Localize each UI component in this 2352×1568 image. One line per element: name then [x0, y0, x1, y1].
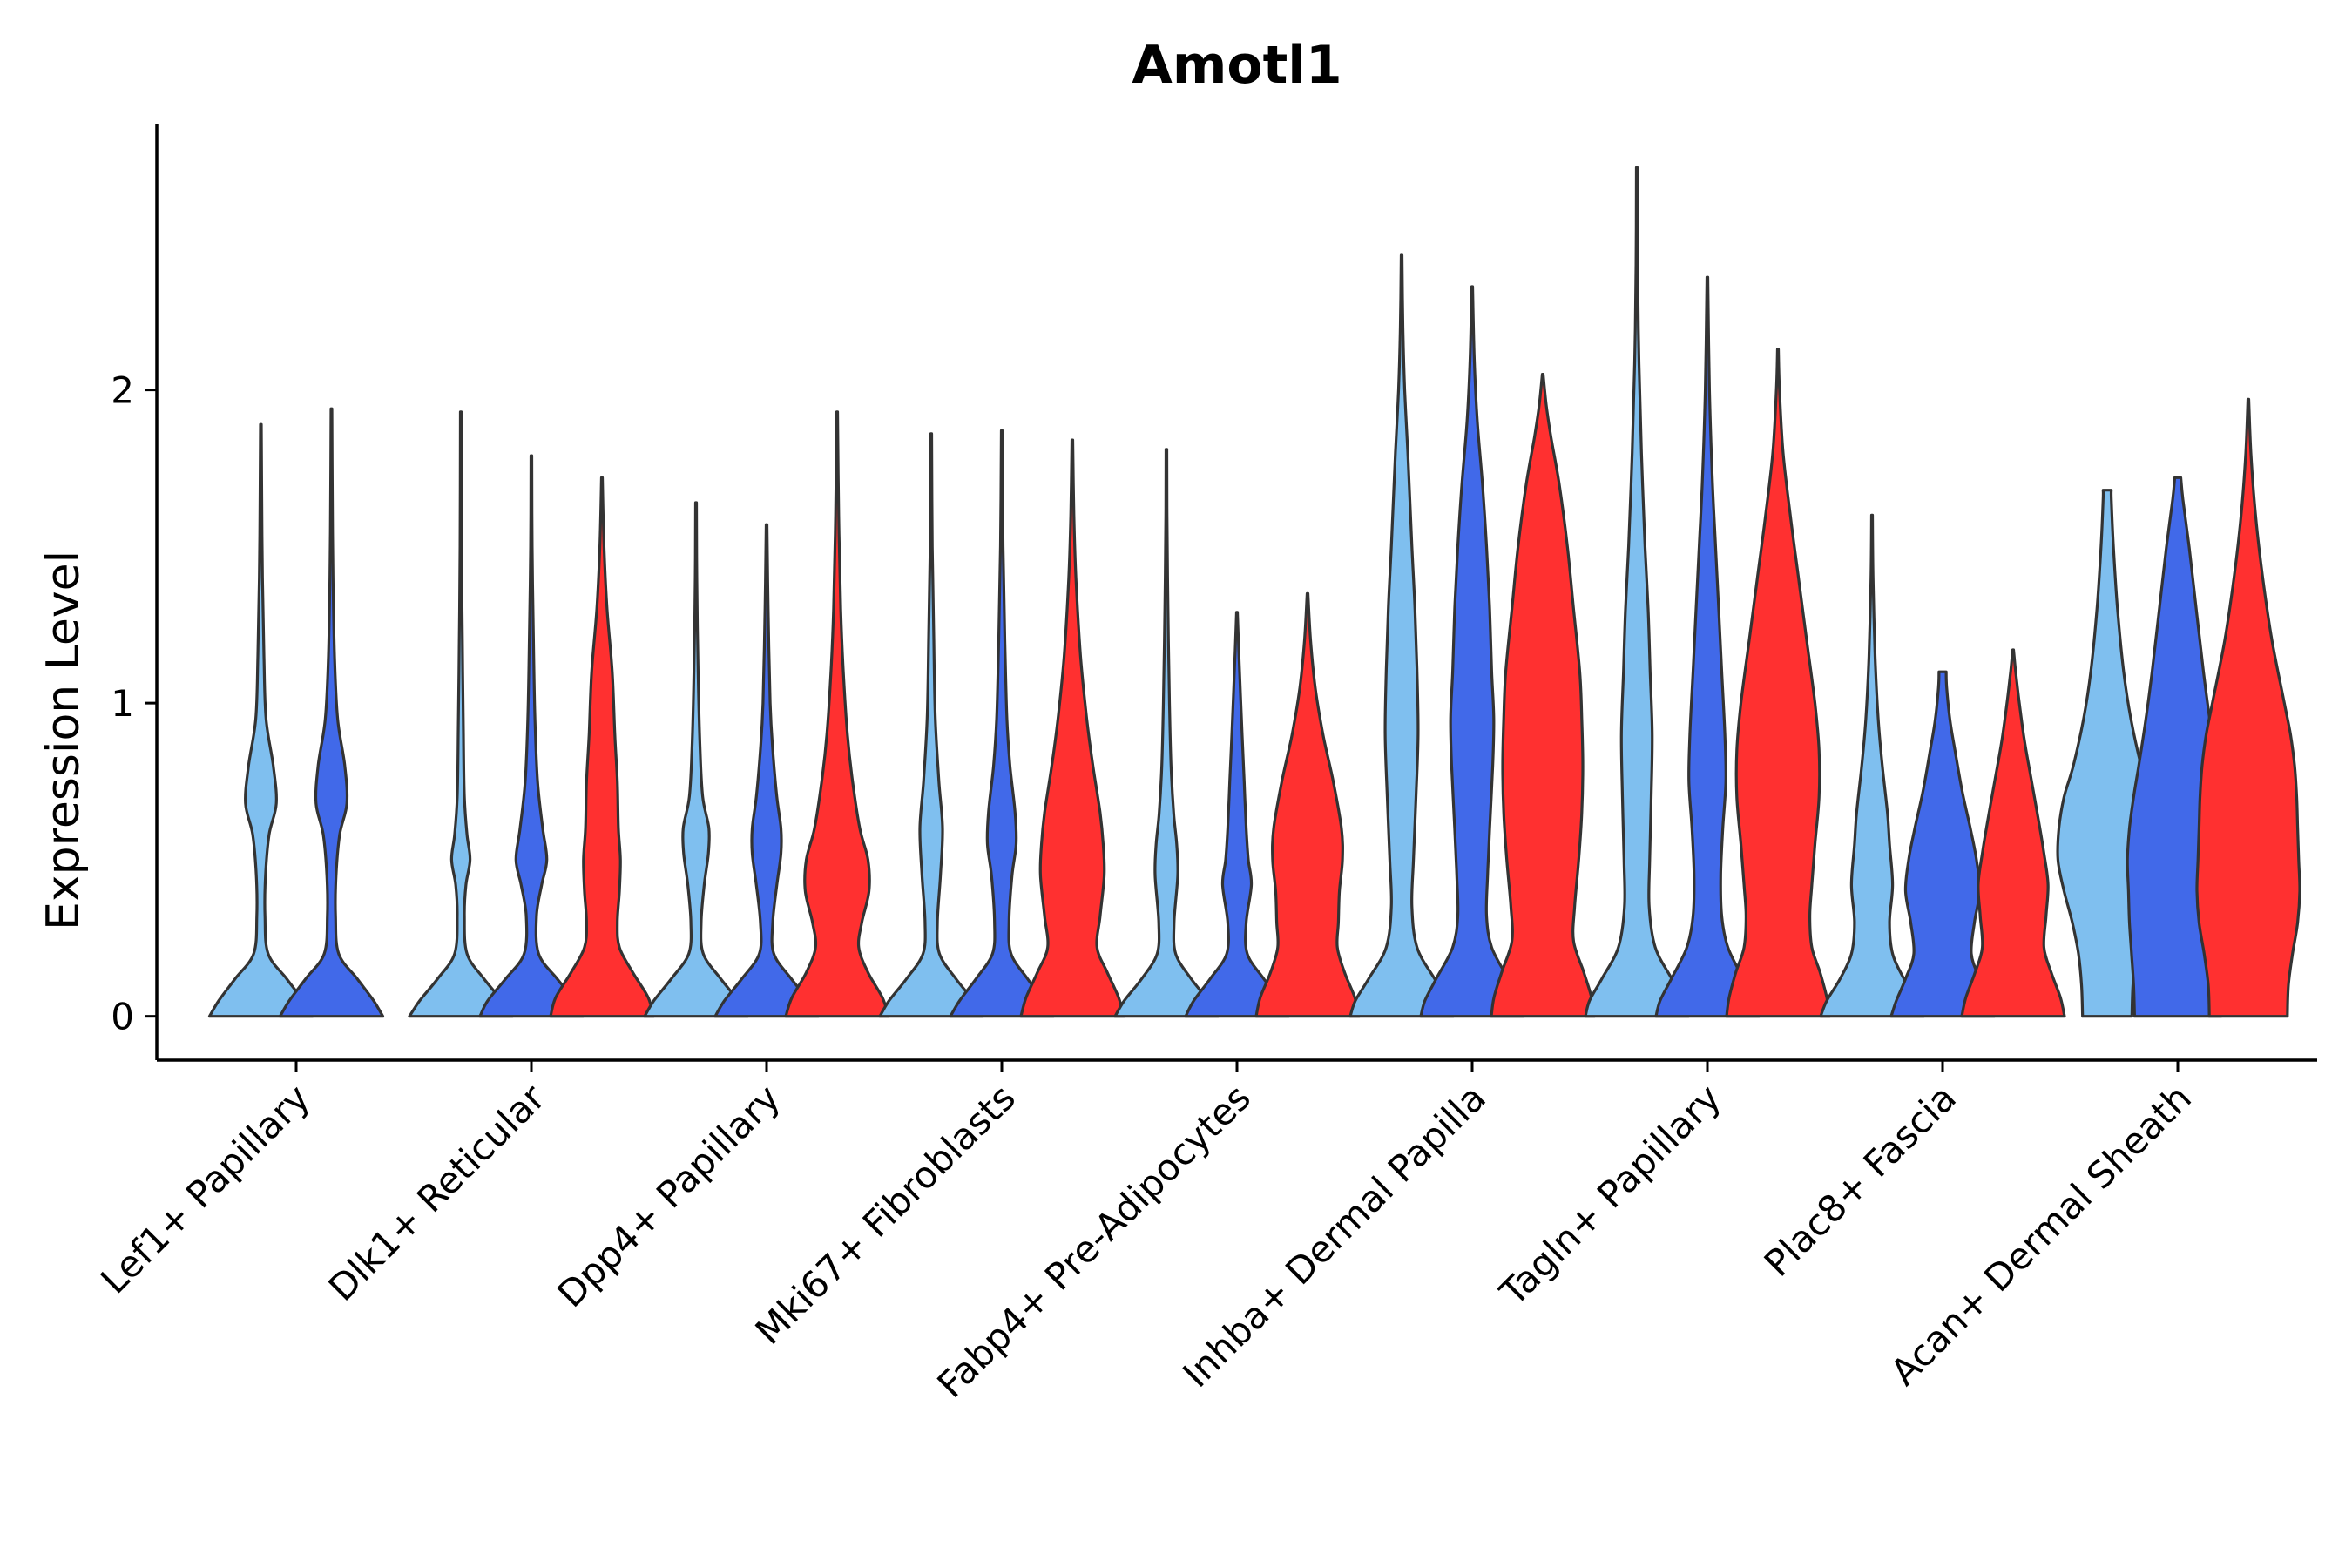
- y-axis-label: Expression Level: [37, 551, 90, 930]
- violin-group1: [1113, 448, 1220, 1018]
- x-tick-label: Dlk1+ Reticular: [321, 1076, 554, 1309]
- violin-layer: [207, 166, 2301, 1018]
- violin-group3: [1960, 648, 2066, 1018]
- violin-group2: [949, 429, 1055, 1018]
- violin-group3: [1490, 373, 1596, 1018]
- x-tick-label: Tagln+ Papillary: [1491, 1076, 1729, 1314]
- violin-group3: [549, 476, 655, 1018]
- y-tick-label: 0: [111, 996, 134, 1038]
- violin-group1: [1348, 253, 1455, 1018]
- violin-group2: [713, 523, 820, 1018]
- y-tick-label: 2: [111, 369, 134, 412]
- x-tick-label: Dpp4+ Papillary: [549, 1076, 788, 1315]
- violin-group1: [1819, 513, 1925, 1018]
- x-tick-label: Plac8+ Fascia: [1756, 1076, 1964, 1284]
- violin-group2: [478, 454, 585, 1018]
- violin-group3: [1254, 591, 1361, 1018]
- violin-group1: [207, 422, 314, 1018]
- violin-group2: [278, 407, 385, 1018]
- violin-group3: [2195, 397, 2301, 1018]
- violin-group3: [784, 410, 890, 1018]
- x-tick-label: Mki67+ Fibroblasts: [747, 1076, 1024, 1352]
- violin-group2: [1419, 285, 1525, 1018]
- violin-group1: [408, 410, 514, 1018]
- y-tick-label: 1: [111, 682, 134, 725]
- y-ticks: 0 1 2: [111, 369, 157, 1038]
- violin-group1: [643, 501, 749, 1018]
- chart-title: Amotl1: [1132, 35, 1342, 96]
- violin-group1: [878, 432, 984, 1018]
- violin-group2: [1184, 611, 1290, 1018]
- violin-group3: [1725, 348, 1831, 1018]
- violin-group1: [1584, 166, 1690, 1018]
- x-tick-label: Lef1+ Papillary: [92, 1076, 318, 1301]
- violin-group2: [1889, 670, 1996, 1018]
- violin-group2: [1654, 275, 1761, 1018]
- violin-group3: [1019, 438, 1125, 1018]
